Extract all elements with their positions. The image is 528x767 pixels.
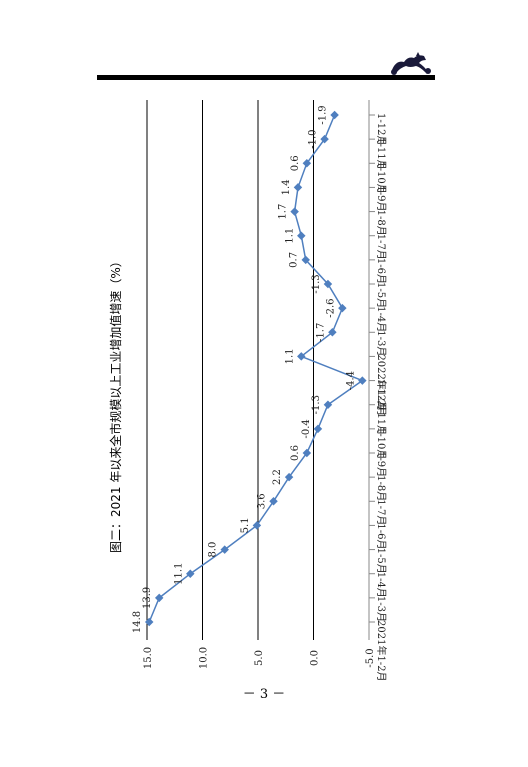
data-point-0 (144, 617, 154, 627)
data-label-16: 1.1 (284, 228, 295, 244)
y-tick-label-3: 0.0 (310, 650, 321, 666)
data-label-20: -1.0 (308, 129, 319, 148)
data-point-8 (313, 424, 323, 434)
category-label-13: 1-4月 (375, 306, 387, 332)
category-label-19: 1-10月 (375, 161, 387, 193)
data-point-19 (302, 159, 312, 168)
data-point-14 (323, 279, 333, 289)
category-label-4: 1-6月 (375, 523, 387, 549)
category-label-8: 1-10月 (375, 427, 387, 459)
data-label-5: 3.6 (257, 493, 268, 509)
header-rule (97, 75, 435, 80)
data-point-15 (301, 255, 310, 265)
y-tick-label-4: -5.0 (365, 648, 376, 667)
category-label-12: 1-3月 (375, 330, 387, 356)
data-label-15: 0.7 (289, 252, 300, 268)
data-point-10 (358, 376, 367, 385)
data-point-6 (284, 472, 294, 482)
category-labels: 2021年1-2月1-3月1-4月1-5月1-6月1-7月1-8月1-9月1-1… (375, 113, 388, 682)
x-axis (368, 100, 375, 640)
data-point-9 (323, 400, 333, 409)
horse-logo-icon (391, 52, 431, 75)
data-label-12: -1.7 (315, 323, 326, 342)
data-label-10: -4.4 (345, 371, 356, 390)
y-tick-label-2: 5.0 (254, 650, 265, 666)
data-point-16 (297, 231, 306, 240)
data-point-18 (293, 183, 303, 192)
category-label-10: 1-12月 (375, 379, 387, 411)
data-label-0: 14.8 (132, 611, 143, 633)
category-label-3: 1-5月 (375, 548, 387, 574)
data-point-12 (328, 328, 337, 337)
category-label-5: 1-7月 (375, 499, 387, 525)
category-label-18: 1-9月 (375, 185, 387, 211)
data-label-7: 0.6 (290, 445, 301, 461)
data-label-17: 1.7 (278, 204, 289, 220)
data-label-14: -1.3 (311, 274, 322, 293)
gridlines (146, 100, 314, 640)
series-polyline (148, 114, 364, 623)
data-label-13: -2.6 (325, 298, 336, 317)
data-point-21 (330, 110, 339, 120)
category-label-7: 1-9月 (375, 451, 387, 477)
category-label-9: 1-11月 (375, 403, 387, 435)
data-label-8: -0.4 (301, 419, 312, 438)
page-number: － 3 － (242, 687, 286, 702)
data-label-21: -1.9 (318, 105, 329, 124)
data-point-7 (302, 448, 312, 458)
category-label-21: 1-12月 (375, 113, 387, 145)
data-label-18: 1.4 (281, 179, 292, 195)
data-label-4: 5.1 (240, 517, 251, 533)
data-point-13 (338, 303, 347, 313)
category-label-1: 1-3月 (375, 596, 387, 622)
category-label-15: 1-6月 (375, 258, 387, 284)
series-line (144, 110, 367, 627)
category-label-2: 1-4月 (375, 572, 387, 598)
data-point-5 (269, 497, 278, 506)
category-label-0: 2021年1-2月 (375, 620, 388, 682)
y-tick-label-0: 15.0 (143, 647, 154, 669)
category-label-17: 1-8月 (375, 210, 387, 236)
data-labels: 14.813.911.18.05.13.62.20.6-0.4-1.3-4.41… (132, 105, 356, 633)
data-label-19: 0.6 (290, 155, 301, 171)
category-label-14: 1-5月 (375, 282, 387, 308)
data-label-6: 2.2 (272, 469, 283, 485)
y-tick-labels: 15.0 10.0 5.0 0.0 -5.0 (143, 647, 376, 669)
category-label-20: 1-11月 (375, 137, 387, 169)
data-label-1: 13.9 (142, 587, 153, 609)
category-label-6: 1-8月 (375, 475, 387, 501)
category-label-16: 1-7月 (375, 234, 387, 260)
chart-title: 图二：2021 年以来全市规模以上工业增加值增速（%） (108, 255, 123, 553)
data-point-17 (290, 207, 299, 216)
data-label-11: 1.1 (284, 348, 295, 364)
y-tick-label-1: 10.0 (199, 647, 210, 669)
data-point-20 (320, 134, 329, 144)
data-point-11 (297, 352, 306, 361)
data-label-3: 8.0 (208, 542, 219, 558)
data-label-2: 11.1 (173, 563, 184, 585)
data-label-9: -1.3 (311, 395, 322, 414)
category-label-11: 2022年1-2月 (375, 354, 388, 416)
